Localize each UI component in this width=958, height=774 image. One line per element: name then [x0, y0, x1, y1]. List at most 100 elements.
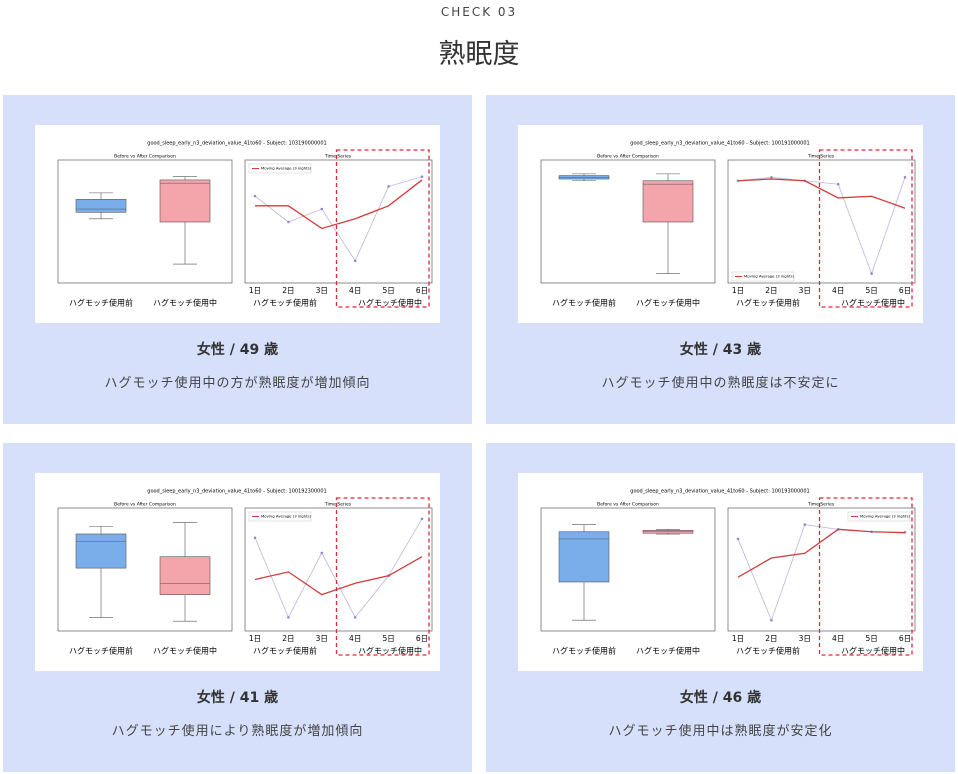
series-panel	[244, 507, 433, 632]
group-label: ハグモッチ使用前	[552, 646, 616, 656]
group-label: ハグモッチ使用中	[153, 646, 217, 656]
day-label: 2日	[282, 286, 294, 295]
card: 女性 / 41 歳ハグモッチ使用により熟眠度が増加傾向 good_sleep_ea…	[3, 443, 472, 772]
box	[159, 179, 211, 223]
chart-image: good_sleep_early_n3_deviation_value_41to…	[518, 125, 923, 323]
raw-point	[353, 259, 357, 263]
raw-line	[254, 518, 423, 619]
box	[75, 533, 127, 569]
highlight-frame	[818, 497, 913, 656]
day-label: 3日	[316, 634, 328, 643]
box	[558, 531, 610, 583]
raw-line	[737, 524, 906, 622]
legend	[847, 511, 911, 522]
card: 女性 / 46 歳ハグモッチ使用中は熟眠度が安定化 good_sleep_earl…	[486, 443, 955, 772]
chart-image: good_sleep_early_n3_deviation_value_41to…	[35, 125, 440, 323]
raw-point	[420, 517, 424, 521]
group-label: ハグモッチ使用前	[253, 646, 317, 656]
section-title: 熟眠度	[438, 39, 520, 70]
raw-point	[287, 616, 290, 619]
box-panel	[57, 507, 233, 632]
box	[159, 556, 211, 595]
series-panel-title: Time Series	[807, 502, 835, 508]
highlight-frame	[818, 149, 913, 308]
day-label: 4日	[832, 634, 844, 643]
legend-label: Moving Average (3 nights)	[744, 274, 795, 279]
raw-point	[736, 537, 740, 541]
card-heading: 女性 / 41 歳	[196, 690, 279, 706]
raw-point	[253, 536, 257, 540]
group-label: ハグモッチ使用前	[253, 298, 317, 308]
raw-line	[737, 176, 906, 275]
day-label: 2日	[765, 286, 777, 295]
chart-image: good_sleep_early_n3_deviation_value_41to…	[35, 473, 440, 671]
group-label: ハグモッチ使用中	[358, 646, 422, 656]
group-label: ハグモッチ使用中	[358, 298, 422, 308]
group-label: ハグモッチ使用中	[636, 646, 700, 656]
series-panel-title: Time Series	[324, 154, 352, 160]
group-label: ハグモッチ使用中	[841, 646, 905, 656]
raw-point	[320, 551, 324, 555]
box	[642, 180, 694, 223]
series-panel	[727, 507, 916, 632]
card-caption: ハグモッチ使用中の熟眠度は不安定に	[601, 376, 840, 391]
highlight-frame	[335, 149, 430, 308]
legend-label: Moving Average (3 nights)	[261, 166, 312, 171]
box-panel	[540, 159, 716, 284]
moving-average-line	[737, 528, 906, 578]
group-label: ハグモッチ使用中	[636, 298, 700, 308]
day-label: 4日	[832, 286, 844, 295]
series-panel-title: Time Series	[324, 502, 352, 508]
day-label: 3日	[799, 286, 811, 295]
group-label: ハグモッチ使用前	[69, 646, 133, 656]
chart-title: good_sleep_early_n3_deviation_value_41to…	[630, 489, 809, 495]
day-label: 4日	[349, 286, 361, 295]
raw-point	[420, 175, 424, 179]
card-heading: 女性 / 46 歳	[679, 690, 762, 706]
card-caption: ハグモッチ使用中は熟眠度が安定化	[608, 724, 833, 739]
moving-average-line	[737, 178, 906, 209]
group-label: ハグモッチ使用前	[552, 298, 616, 308]
day-label: 6日	[899, 634, 911, 643]
raw-point	[387, 185, 390, 188]
day-label: 5日	[865, 634, 877, 643]
day-label: 4日	[349, 634, 361, 643]
day-label: 5日	[865, 286, 877, 295]
card-caption: ハグモッチ使用中の方が熟眠度が増加傾向	[104, 376, 371, 391]
kicker: CHECK 03	[440, 5, 518, 19]
chart-title: good_sleep_early_n3_deviation_value_41to…	[147, 489, 326, 495]
chart-title: good_sleep_early_n3_deviation_value_41to…	[630, 141, 809, 147]
day-label: 1日	[249, 634, 261, 643]
box-panel	[57, 159, 233, 284]
day-label: 3日	[316, 286, 328, 295]
card-caption: ハグモッチ使用により熟眠度が増加傾向	[111, 724, 364, 739]
box-panel-title: Before vs After Comparison	[114, 502, 176, 508]
day-label: 5日	[382, 286, 394, 295]
group-label: ハグモッチ使用前	[69, 298, 133, 308]
legend	[248, 163, 312, 174]
card-heading: 女性 / 49 歳	[196, 342, 279, 358]
day-label: 1日	[732, 634, 744, 643]
series-panel	[244, 159, 433, 284]
day-label: 1日	[249, 286, 261, 295]
card-heading: 女性 / 43 歳	[679, 342, 762, 358]
group-label: ハグモッチ使用中	[841, 298, 905, 308]
day-label: 6日	[416, 634, 428, 643]
raw-point	[353, 616, 357, 619]
group-label: ハグモッチ使用前	[736, 646, 800, 656]
moving-average-line	[254, 556, 423, 596]
series-panel	[727, 159, 916, 284]
raw-point	[903, 176, 907, 179]
legend	[731, 271, 795, 282]
chart-title: good_sleep_early_n3_deviation_value_41to…	[147, 141, 326, 147]
highlight-frame	[335, 497, 430, 656]
legend	[248, 511, 312, 522]
raw-point	[253, 194, 257, 198]
group-label: ハグモッチ使用前	[736, 298, 800, 308]
day-label: 1日	[732, 286, 744, 295]
card: 女性 / 49 歳ハグモッチ使用中の方が熟眠度が増加傾向 good_sleep_e…	[3, 95, 472, 424]
raw-point	[803, 523, 807, 526]
day-label: 3日	[799, 634, 811, 643]
day-label: 2日	[282, 634, 294, 643]
